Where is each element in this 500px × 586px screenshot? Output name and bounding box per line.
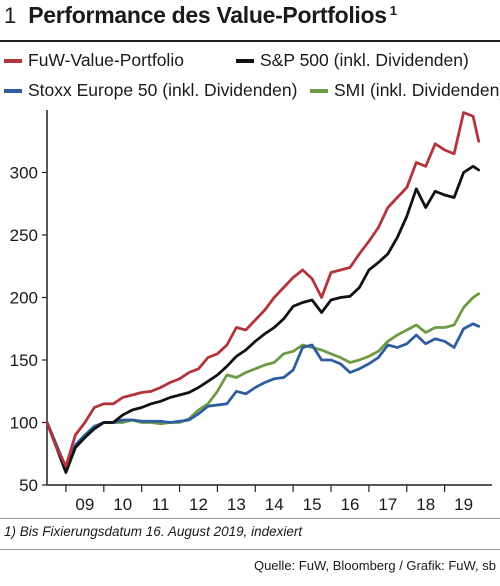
source-rule [0,549,500,550]
footnote-rule [0,518,500,519]
footnote-marker: 1 [389,3,397,18]
x-tick-label: 09 [75,495,94,514]
x-tick-label: 19 [454,495,473,514]
legend-label-smi: SMI (inkl. Dividenden) [334,80,500,100]
source-credit: Quelle: FuW, Bloomberg / Grafik: FuW, sb [253,558,496,573]
legend-swatch-sp500 [236,58,254,63]
x-tick-label: 17 [378,495,397,514]
x-tick-label: 11 [152,495,170,514]
y-tick-label: 300 [10,164,38,183]
legend-item-sp500: S&P 500 (inkl. Dividenden) [236,50,469,71]
series-line-2 [45,322,481,469]
line-chart: 50 100 150 200 250 300 09 10 11 12 13 14 15 16 17 18 19 [10,110,492,514]
y-tick-label: 200 [10,289,38,308]
figure-number: 1 [4,3,17,28]
legend-swatch-smi [310,88,328,93]
x-tick-label: 13 [227,495,246,514]
title-rule [0,40,500,42]
legend-label-sp500: S&P 500 (inkl. Dividenden) [260,50,469,70]
x-tick-label: 18 [416,495,435,514]
x-tick-label: 12 [189,495,208,514]
y-tick-label: 250 [10,226,38,245]
series-line-1 [45,164,481,474]
legend-item-smi: SMI (inkl. Dividenden) [310,80,500,101]
legend-label-fuw: FuW-Value-Portfolio [28,50,184,70]
series-line-3 [45,292,481,471]
series-line-0 [45,111,481,468]
chart-title: Performance des Value-Portfolios [28,2,387,28]
legend-swatch-stoxx [4,88,22,93]
legend: FuW-Value-Portfolio S&P 500 (inkl. Divid… [4,50,500,120]
x-tick-label: 14 [265,495,284,514]
y-tick-label: 50 [19,476,38,495]
y-tick-label: 100 [10,414,38,433]
legend-item-fuw: FuW-Value-Portfolio [4,50,184,71]
x-tick-label: 16 [341,495,360,514]
legend-label-stoxx: Stoxx Europe 50 (inkl. Dividenden) [28,80,298,100]
y-tick-label: 150 [10,351,38,370]
x-tick-label: 15 [303,495,322,514]
chart-title-row: 1 Performance des Value-Portfolios 1 [4,2,496,40]
legend-swatch-fuw [4,58,22,63]
footnote: 1) Bis Fixierungsdatum 16. August 2019, … [4,524,303,539]
x-tick-label: 10 [113,495,132,514]
legend-item-stoxx: Stoxx Europe 50 (inkl. Dividenden) [4,80,297,101]
